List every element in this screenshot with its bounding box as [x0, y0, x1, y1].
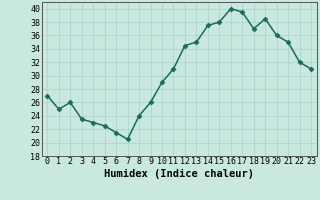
- X-axis label: Humidex (Indice chaleur): Humidex (Indice chaleur): [104, 169, 254, 179]
